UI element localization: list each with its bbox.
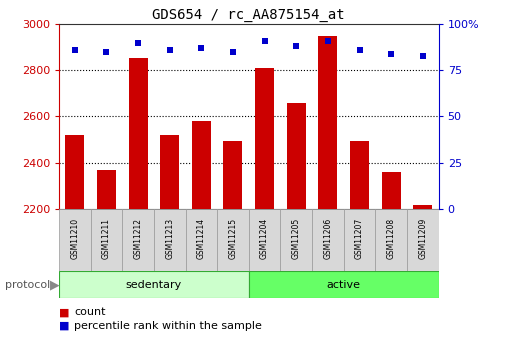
Point xyxy=(102,49,110,55)
FancyBboxPatch shape xyxy=(186,209,217,271)
FancyBboxPatch shape xyxy=(344,209,376,271)
Bar xyxy=(224,141,243,209)
Text: GSM11208: GSM11208 xyxy=(387,218,396,259)
Bar xyxy=(382,172,401,209)
Text: GSM11215: GSM11215 xyxy=(228,218,238,259)
Text: sedentary: sedentary xyxy=(126,280,182,289)
Text: ■: ■ xyxy=(59,307,69,317)
FancyBboxPatch shape xyxy=(59,271,249,298)
Bar xyxy=(350,141,369,209)
Point xyxy=(71,47,79,53)
Text: GSM11207: GSM11207 xyxy=(355,218,364,259)
Text: percentile rank within the sample: percentile rank within the sample xyxy=(74,321,262,331)
Text: GSM11213: GSM11213 xyxy=(165,218,174,259)
Bar xyxy=(192,121,211,209)
Point xyxy=(324,38,332,43)
FancyBboxPatch shape xyxy=(217,209,249,271)
Text: GSM11212: GSM11212 xyxy=(133,218,143,259)
Bar xyxy=(255,68,274,209)
Bar xyxy=(65,135,84,209)
FancyBboxPatch shape xyxy=(154,209,186,271)
Bar xyxy=(287,102,306,209)
FancyBboxPatch shape xyxy=(122,209,154,271)
Point xyxy=(166,47,174,53)
FancyBboxPatch shape xyxy=(59,209,91,271)
Point xyxy=(356,47,364,53)
FancyBboxPatch shape xyxy=(407,209,439,271)
Text: ▶: ▶ xyxy=(50,278,60,291)
Text: count: count xyxy=(74,307,106,317)
Text: GSM11211: GSM11211 xyxy=(102,218,111,259)
Bar xyxy=(97,169,116,209)
Text: GSM11206: GSM11206 xyxy=(323,218,332,259)
FancyBboxPatch shape xyxy=(249,271,439,298)
Point xyxy=(292,43,300,49)
Bar xyxy=(413,205,432,209)
Text: active: active xyxy=(327,280,361,289)
Point xyxy=(134,40,142,45)
Point xyxy=(229,49,237,55)
Point xyxy=(197,46,205,51)
FancyBboxPatch shape xyxy=(91,209,122,271)
Text: GSM11205: GSM11205 xyxy=(292,218,301,259)
Title: GDS654 / rc_AA875154_at: GDS654 / rc_AA875154_at xyxy=(152,8,345,22)
FancyBboxPatch shape xyxy=(281,209,312,271)
Text: protocol: protocol xyxy=(5,280,50,289)
Text: GSM11209: GSM11209 xyxy=(418,218,427,259)
Bar xyxy=(160,135,179,209)
Text: GSM11204: GSM11204 xyxy=(260,218,269,259)
Point xyxy=(419,53,427,58)
Text: GSM11210: GSM11210 xyxy=(70,218,80,259)
FancyBboxPatch shape xyxy=(249,209,281,271)
Text: ■: ■ xyxy=(59,321,69,331)
Point xyxy=(387,51,395,57)
Point xyxy=(261,38,269,43)
Bar xyxy=(319,36,338,209)
FancyBboxPatch shape xyxy=(312,209,344,271)
Bar xyxy=(129,58,148,209)
Text: GSM11214: GSM11214 xyxy=(197,218,206,259)
FancyBboxPatch shape xyxy=(376,209,407,271)
